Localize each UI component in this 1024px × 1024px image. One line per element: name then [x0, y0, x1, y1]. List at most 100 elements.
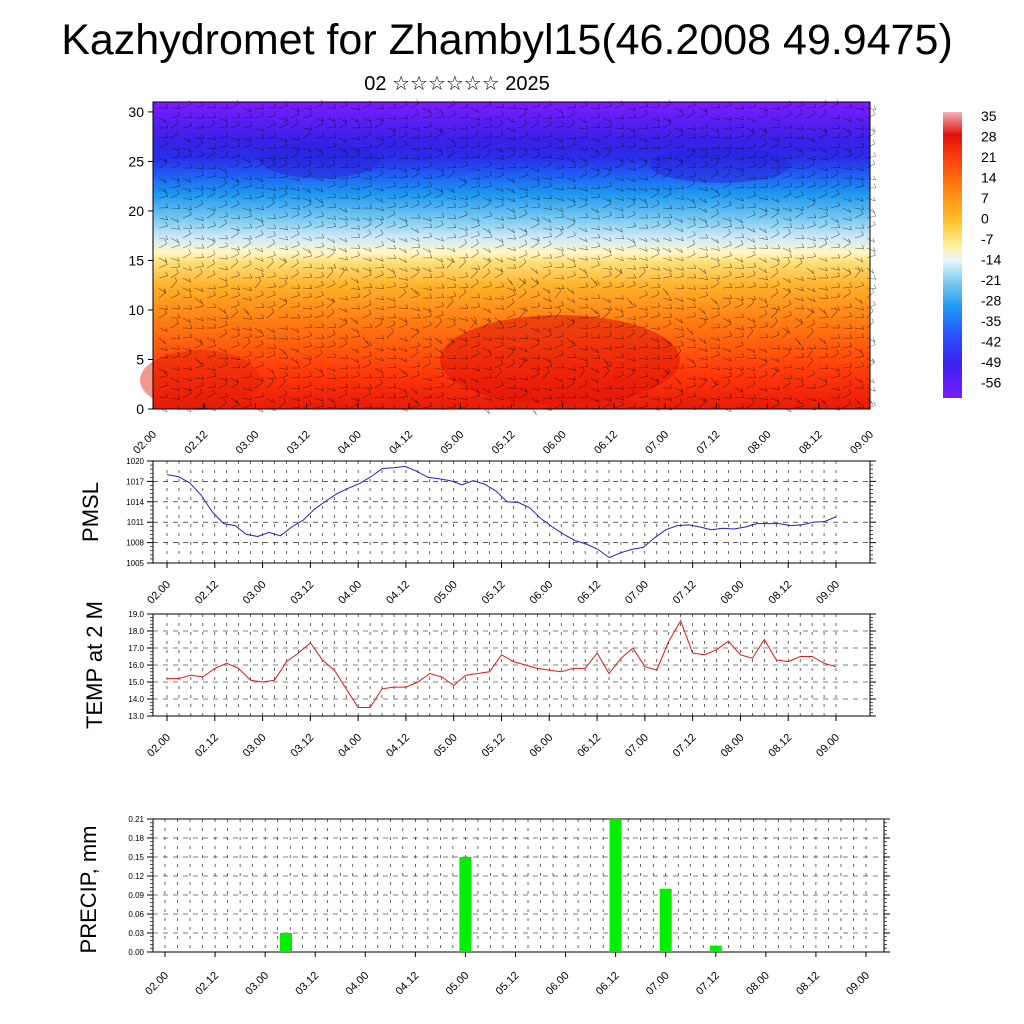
wind-barb: [554, 343, 564, 349]
wind-barb: [818, 147, 828, 153]
wind-barb-flag: [549, 182, 553, 187]
wind-barb-flag: [356, 358, 359, 364]
wind-barb-flag: [837, 223, 841, 228]
wind-barb-flag: [261, 126, 264, 132]
wind-barb-flag: [510, 280, 513, 286]
wind-barb-flag: [393, 140, 396, 146]
wind-barb: [230, 124, 240, 129]
wind-barb-flag: [309, 221, 312, 226]
wind-barb: [374, 382, 383, 389]
wind-barb-flag: [356, 399, 359, 404]
wind-barb-flag: [825, 286, 828, 291]
wind-barb: [638, 206, 649, 209]
wind-barb: [614, 346, 624, 349]
wind-barb: [722, 381, 730, 389]
wind-barb: [494, 197, 504, 201]
wind-barb-flag: [489, 295, 493, 301]
wind-barb: [590, 347, 599, 354]
wind-barb-flag: [873, 197, 876, 202]
wind-barb-flag: [585, 296, 588, 301]
wind-barb: [758, 257, 767, 263]
wind-barb: [686, 197, 695, 204]
wind-barb-flag: [260, 159, 264, 164]
wind-barb: [866, 143, 876, 149]
wind-barb-flag: [236, 379, 239, 384]
wind-barb: [542, 244, 552, 249]
wind-barb: [542, 307, 553, 310]
wind-barb-flag: [753, 161, 757, 167]
wind-barb-flag: [272, 120, 276, 125]
wind-barb: [434, 167, 444, 171]
wind-barb-flag: [476, 388, 480, 393]
wind-barb-flag: [213, 290, 216, 296]
wind-barb-flag: [813, 406, 816, 411]
wind-barb-flag: [585, 361, 589, 367]
wind-barb-flag: [573, 341, 576, 346]
wind-barb: [242, 404, 252, 409]
wind-barb-flag: [489, 350, 492, 356]
wind-barb: [434, 275, 444, 279]
wind-barb: [170, 107, 181, 109]
wind-barb: [302, 187, 311, 194]
wind-barb-flag: [513, 375, 517, 380]
wind-barb-flag: [465, 153, 469, 159]
wind-barb-flag: [753, 183, 757, 188]
wind-barb: [722, 104, 732, 109]
wind-barb: [806, 360, 813, 369]
wind-barb: [302, 296, 312, 299]
wind-barb-flag: [357, 244, 361, 249]
wind-barb: [554, 397, 565, 399]
wind-barb-flag: [633, 273, 637, 279]
wind-barb-flag: [645, 311, 648, 316]
wind-barb-flag: [656, 379, 659, 384]
wind-barb: [206, 207, 216, 211]
wind-barb: [662, 357, 673, 360]
wind-barb: [650, 347, 661, 349]
wind-barb: [434, 337, 442, 345]
wind-barb-flag: [549, 311, 553, 317]
wind-barb-flag: [477, 293, 481, 298]
wind-barb-flag: [534, 410, 537, 416]
wind-barb-flag: [812, 109, 816, 114]
wind-barb: [542, 186, 552, 189]
wind-barb: [842, 134, 852, 139]
wind-barb-flag: [237, 331, 240, 336]
wind-barb-flag: [273, 172, 277, 178]
wind-barb-flag: [666, 291, 669, 296]
wind-barb-flag: [357, 225, 361, 230]
wind-barb-flag: [824, 220, 828, 225]
wind-barb-flag: [296, 118, 299, 124]
wind-barb: [734, 373, 744, 379]
wind-barb: [302, 375, 312, 379]
wind-barb-flag: [452, 168, 455, 174]
wind-barb: [686, 267, 697, 269]
wind-barb-flag: [357, 161, 361, 167]
wind-barb: [662, 237, 672, 242]
wind-barb: [398, 375, 408, 379]
wind-barb: [722, 225, 732, 229]
wind-barb: [542, 387, 552, 392]
wind-barb-flag: [825, 294, 829, 299]
wind-barb: [458, 146, 468, 149]
wind-barb-flag: [224, 398, 227, 404]
wind-barb: [470, 207, 480, 210]
wind-barb-flag: [560, 377, 564, 383]
wind-barb: [194, 357, 202, 365]
wind-barb: [638, 357, 648, 360]
wind-barb-flag: [429, 273, 433, 278]
wind-barb: [170, 147, 180, 151]
wind-barb-flag: [849, 362, 853, 367]
wind-barb: [662, 193, 672, 199]
wind-barb-flag: [678, 346, 682, 352]
wind-barb-flag: [164, 157, 168, 163]
wind-barb-flag: [644, 157, 648, 162]
wind-barb-flag: [428, 359, 431, 364]
wind-barb: [842, 393, 851, 399]
wind-barb-flag: [177, 366, 180, 371]
wind-barb-flag: [741, 123, 745, 128]
wind-barb-flag: [729, 200, 732, 205]
wind-barb-flag: [801, 243, 805, 248]
precip-frame: [152, 818, 885, 953]
precip-x-tick-label: 07.00: [644, 970, 672, 998]
wind-barb: [482, 104, 492, 109]
